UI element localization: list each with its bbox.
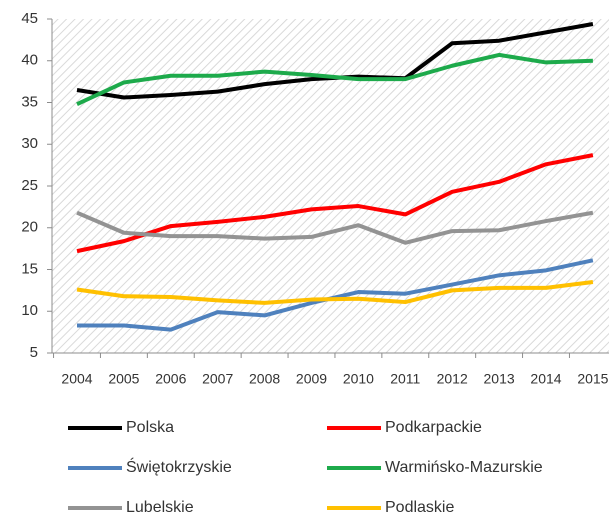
y-tick-label: 15 (21, 260, 38, 277)
x-tick-label: 2004 (61, 371, 92, 387)
y-tick-label: 25 (21, 177, 38, 194)
legend-label: Warmińsko-Mazurskie (385, 459, 543, 476)
series-line (76, 153, 594, 254)
y-tick-label: 20 (21, 219, 38, 236)
series-line (76, 52, 593, 106)
y-tick-label: 35 (21, 93, 38, 110)
series-line (76, 210, 594, 245)
y-tick-label: 40 (21, 52, 38, 69)
series-line (76, 280, 594, 305)
x-tick-label: 2005 (108, 371, 139, 387)
y-tick-label: 45 (21, 10, 38, 27)
x-tick-label: 2015 (577, 371, 608, 387)
legend-label: Podkarpackie (385, 419, 482, 436)
plot-area (52, 19, 609, 353)
x-tick-label: 2012 (437, 371, 468, 387)
legend-label: Świętokrzyskie (126, 457, 232, 476)
legend-label: Lubelskie (126, 499, 194, 516)
x-tick-label: 2010 (343, 371, 374, 387)
x-tick-label: 2011 (390, 371, 420, 387)
legend-label: Polska (126, 419, 174, 436)
x-tick-label: 2013 (484, 371, 515, 387)
x-tick-label: 2014 (530, 371, 561, 387)
y-tick-label: 10 (21, 302, 38, 319)
x-tick-label: 2006 (155, 371, 186, 387)
x-tick-label: 2007 (202, 371, 233, 387)
y-tick-label: 5 (30, 344, 38, 361)
y-tick-label: 30 (21, 135, 38, 152)
legend-label: Podlaskie (385, 499, 454, 516)
x-tick-label: 2008 (249, 371, 280, 387)
x-tick-label: 2009 (296, 371, 327, 387)
